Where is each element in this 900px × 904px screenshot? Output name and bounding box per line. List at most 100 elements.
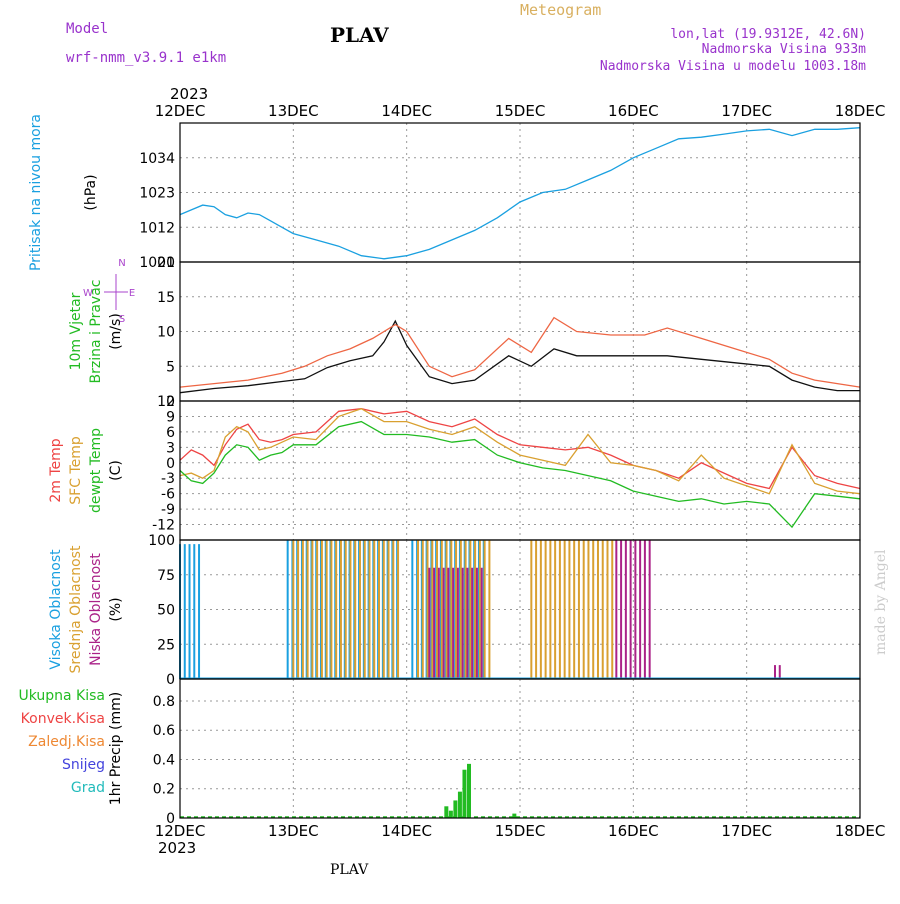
- cloud-band-cloud_mid-5: [530, 540, 614, 679]
- year-bottom: 2023: [158, 839, 196, 857]
- wind-dir-legend-E: E: [129, 288, 135, 299]
- precip-legend-4: Grad: [71, 780, 105, 796]
- y-tick-temperature--12: -12: [152, 518, 175, 534]
- precip-bar-2: [453, 800, 458, 818]
- wind-dir-legend-W: W: [83, 288, 93, 299]
- x-tick-top-14DEC: 14DEC: [381, 102, 432, 120]
- y-tick-clouds-75: 75: [157, 568, 175, 584]
- model-name: wrf-nmm_v3.9.1 e1km: [66, 50, 226, 66]
- y-label-temperature-3: (C): [108, 460, 124, 481]
- y-label-pressure-0: Pritisak na nivou mora: [28, 114, 44, 271]
- y-tick-temperature-3: 3: [166, 440, 175, 456]
- panels-group: 12DEC 12DEC 13DEC 13DEC 14DEC 14DEC 15DEC 15DEC…: [18, 102, 885, 840]
- cloud-band-cloud_low-7: [615, 540, 651, 679]
- y-tick-wind-20: 20: [157, 255, 175, 271]
- y-tick-temperature--3: -3: [161, 471, 175, 487]
- y-label-clouds-3: (%): [108, 597, 124, 621]
- y-label-pressure-1: (hPa): [83, 174, 99, 210]
- precip-legend-0: Ukupna Kisa: [18, 688, 105, 704]
- x-tick-bottom-12DEC: 12DEC: [155, 822, 206, 840]
- x-tick-bottom-15DEC: 15DEC: [495, 822, 546, 840]
- series-temperature-temp2m: [179, 408, 861, 490]
- y-tick-temperature-0: 0: [166, 456, 175, 472]
- y-label-clouds-2: Niska Oblacnost: [88, 553, 104, 666]
- y-label-temperature-0: 2m Temp: [48, 438, 64, 502]
- x-tick-bottom-17DEC: 17DEC: [721, 822, 772, 840]
- y-tick-clouds-50: 50: [157, 603, 175, 619]
- y-tick-temperature--6: -6: [161, 487, 175, 503]
- y-tick-temperature-6: 6: [166, 425, 175, 441]
- y-label-temperature-1: SFC Temp: [68, 436, 84, 505]
- x-tick-bottom-18DEC: 18DEC: [835, 822, 886, 840]
- y-tick-precip-0.2: 0.2: [153, 782, 175, 798]
- panel-frame-temperature: [179, 400, 861, 541]
- y-tick-temperature-9: 9: [166, 409, 175, 425]
- y-tick-precip-0.4: 0.4: [153, 752, 175, 768]
- series-temperature-sfc: [179, 407, 861, 495]
- footer-station: PLAV: [330, 862, 369, 878]
- wind-dir-legend-S: S: [119, 314, 125, 325]
- y-tick-clouds-100: 100: [148, 533, 175, 549]
- precip-bar-3: [457, 791, 462, 818]
- y-label-wind-0: 10m Vjetar: [68, 292, 84, 370]
- y-tick-pressure-1023: 1023: [139, 186, 175, 202]
- meteogram-title: Meteogram: [520, 1, 601, 19]
- wind-dir-legend-N: N: [118, 258, 125, 269]
- panel-frame-precip: [179, 678, 861, 819]
- precip-bar-0: [444, 806, 449, 818]
- series-wind-wind_gust: [179, 316, 861, 388]
- cloud-band-cloud_mid-3: [292, 540, 400, 679]
- x-tick-top-16DEC: 16DEC: [608, 102, 659, 120]
- precip-bar-6: [512, 813, 517, 818]
- precip-legend-1: Konvek.Kisa: [21, 711, 105, 727]
- y-tick-temperature-12: 12: [157, 394, 175, 410]
- x-tick-bottom-13DEC: 13DEC: [268, 822, 319, 840]
- station-title: PLAV: [330, 23, 389, 47]
- x-tick-top-13DEC: 13DEC: [268, 102, 319, 120]
- y-tick-pressure-1001: 1001: [139, 255, 175, 271]
- y-tick-clouds-25: 25: [157, 637, 175, 653]
- cloud-band-cloud_low-6: [428, 567, 483, 679]
- y-tick-clouds-0: 0: [166, 672, 175, 688]
- y-tick-wind-15: 15: [157, 290, 175, 306]
- precip-bar-5: [467, 763, 471, 818]
- series-pressure-pressure: [179, 127, 861, 260]
- precip-legend-3: Snijeg: [62, 757, 105, 773]
- series-temperature-dewpt: [179, 420, 861, 529]
- y-label-wind-1: Brzina i Pravac: [88, 280, 104, 384]
- year-top: 2023: [170, 85, 208, 103]
- lonlat-label: lon,lat (19.9312E, 42.6N): [670, 27, 866, 42]
- y-label-temperature-2: dewpt Temp: [88, 428, 104, 513]
- x-tick-bottom-16DEC: 16DEC: [608, 822, 659, 840]
- y-tick-wind-0: 0: [166, 394, 175, 410]
- credit-text: made by Angel: [873, 549, 889, 655]
- x-tick-top-17DEC: 17DEC: [721, 102, 772, 120]
- precip-bar-1: [448, 810, 453, 818]
- y-label-clouds-0: Visoka Oblacnost: [48, 549, 64, 670]
- x-tick-top-18DEC: 18DEC: [835, 102, 886, 120]
- y-tick-wind-10: 10: [157, 325, 175, 341]
- series-wind-wind_speed: [179, 319, 860, 394]
- y-tick-pressure-1012: 1012: [139, 220, 175, 236]
- cloud-band-cloud_mid-4: [417, 540, 491, 679]
- precip-legend-2: Zaledj.Kisa: [28, 734, 105, 750]
- x-tick-top-15DEC: 15DEC: [495, 102, 546, 120]
- y-tick-temperature--9: -9: [161, 502, 175, 518]
- y-tick-precip-0: 0: [166, 811, 175, 827]
- y-tick-pressure-1034: 1034: [139, 151, 175, 167]
- model-altitude-label: Nadmorska Visina u modelu 1003.18m: [600, 59, 866, 74]
- cloud-band-cloud_high-0: [179, 544, 201, 679]
- y-label-wind-2: (m/s): [108, 313, 124, 350]
- x-tick-top-12DEC: 12DEC: [155, 102, 206, 120]
- cloud-band-cloud_low-8: [774, 665, 781, 679]
- y-tick-precip-0.8: 0.8: [153, 694, 175, 710]
- model-label: Model: [66, 21, 108, 37]
- precip-bar-4: [462, 769, 467, 818]
- altitude-label: Nadmorska Visina 933m: [702, 42, 867, 57]
- y-tick-wind-5: 5: [166, 359, 175, 375]
- y-label-precip-0: 1hr Precip (mm): [108, 692, 124, 805]
- y-tick-precip-0.6: 0.6: [153, 723, 175, 739]
- x-tick-bottom-14DEC: 14DEC: [381, 822, 432, 840]
- y-label-clouds-1: Srednja Oblacnost: [68, 545, 84, 673]
